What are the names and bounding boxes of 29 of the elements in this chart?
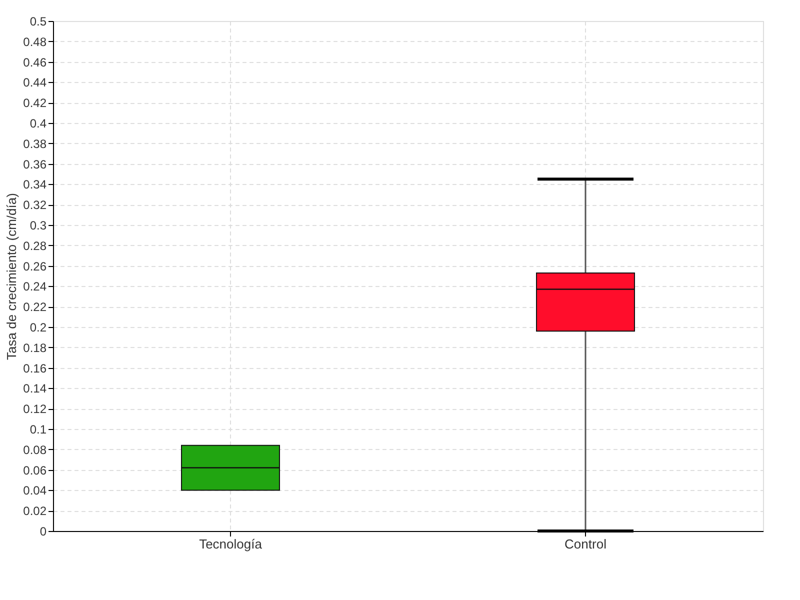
y-tick-label: 0.02 [23,504,47,518]
y-tick-label: 0.44 [23,76,47,90]
y-tick-label: 0 [40,524,47,538]
y-tick-label: 0.42 [23,96,47,110]
y-tick-label: 0.14 [23,382,47,396]
y-tick-label: 0.28 [23,238,47,253]
y-tick-label: 0.24 [23,280,47,294]
x-tick-label: Tecnología [199,536,263,552]
y-tick-label: 0.38 [23,136,47,151]
y-tick-label: 0.32 [23,198,47,212]
y-tick-label: 0.18 [23,340,47,355]
y-axis-title: Tasa de crecimiento (cm/día) [4,193,20,360]
y-tick-label: 0.48 [23,34,47,49]
x-tick-label: Control [564,536,607,552]
y-tick-label: 0.04 [23,484,47,498]
y-tick-label: 0.26 [23,259,47,274]
y-tick-label: 0.4 [30,116,47,130]
y-tick-label: 0.06 [23,463,47,478]
y-tick-label: 0.16 [23,361,47,376]
y-tick-label: 0.12 [23,402,47,416]
y-tick-label: 0.46 [23,55,47,70]
y-tick-label: 0.08 [23,442,47,457]
y-tick-label: 0.34 [23,178,47,192]
y-tick-label: 0.36 [23,157,47,172]
y-tick-label: 0.2 [30,320,47,334]
y-tick-label: 0.3 [30,218,47,232]
y-tick-label: 0.22 [23,300,47,314]
y-tick-label: 0.1 [30,422,47,436]
y-tick-label: 0.5 [30,14,47,28]
